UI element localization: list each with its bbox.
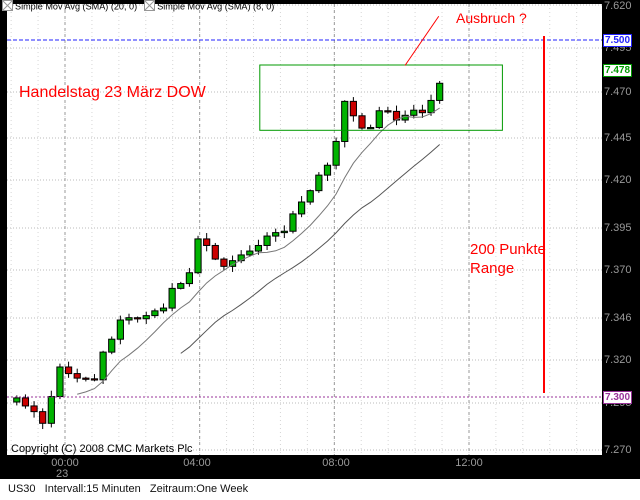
svg-text:Copyright (C) 2008 CMC Markets: Copyright (C) 2008 CMC Markets Plc <box>11 443 193 455</box>
